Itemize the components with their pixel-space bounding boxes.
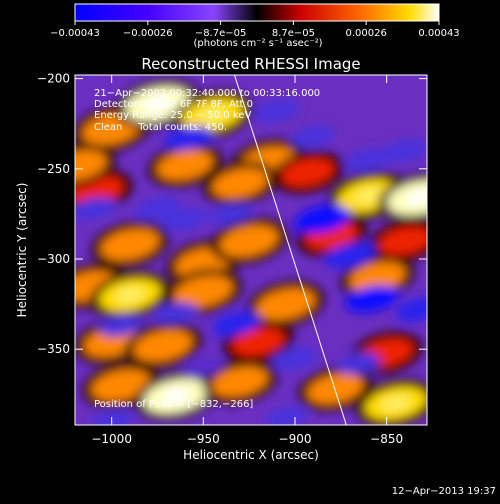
heatmap-negative-blob	[99, 314, 143, 337]
solar-limb-line	[234, 75, 347, 425]
observation-info: 21−Apr−2002 00:32:40.000 to 00:33:16.000…	[94, 88, 320, 133]
heatmap-positive-blob	[75, 150, 107, 181]
heatmap-blobs	[75, 79, 427, 425]
heatmap-negative-blob	[345, 148, 392, 172]
heatmap-negative-blob	[291, 125, 336, 148]
colorbar-unit-label: (photons cm⁻² s⁻¹ asec⁻²)	[193, 38, 322, 49]
y-tick-label: −350	[37, 342, 70, 356]
axis-ticks: −1000 −950 −900 −850 −350 −300 −250 −200	[37, 72, 427, 446]
y-tick-label: −300	[37, 252, 70, 266]
plot-frame	[74, 74, 428, 426]
heatmap-peak-core	[161, 388, 191, 405]
info-line-time: 21−Apr−2002 00:32:40.000 to 00:33:16.000	[94, 88, 320, 99]
colorbar-tick-label: 0.00043	[418, 28, 459, 39]
heatmap-positive-blob	[156, 150, 214, 181]
heatmap-negative-blob	[212, 311, 261, 337]
heatmap-negative-blob	[395, 297, 427, 322]
x-tick-label: −900	[279, 432, 312, 446]
info-line-clean: Clean Total counts: 450.	[94, 122, 227, 133]
heatmap-negative-blob	[345, 285, 399, 313]
heatmap-negative-blob	[264, 406, 308, 425]
heatmap-positive-blob	[307, 373, 364, 405]
heatmap-positive-blob	[133, 329, 193, 362]
heatmap-positive-blob	[378, 226, 427, 256]
heatmap-negative-blob	[382, 139, 427, 163]
colorbar-gradient	[74, 3, 440, 22]
heatmap-positive-blob	[100, 228, 160, 261]
timestamp: 12−Apr−2013 19:37	[392, 486, 496, 497]
heatmap-negative-blob	[164, 125, 213, 151]
colorbar-tick-label: −8.7e−05	[195, 28, 247, 39]
y-axis-label: Heliocentric Y (arcsec)	[15, 183, 29, 318]
heatmap-peak-core	[354, 188, 383, 204]
heatmap-negative-blob	[182, 356, 224, 378]
y-tick-label: −250	[37, 162, 70, 176]
info-line-energy: Energy Range: 25.0 − 50.0 keV	[94, 110, 251, 121]
heatmap-negative-blob	[162, 207, 208, 231]
colorbar-tick-label: −0.00026	[123, 28, 173, 39]
heatmap-negative-blob	[294, 205, 351, 234]
heatmap-peak-core	[381, 395, 410, 411]
info-line-detectors: Detectors: 4F 5F 6F 7F 8F, Att 0	[94, 99, 253, 110]
heatmap-positive-blob	[349, 261, 406, 293]
heatmap-negative-blob	[324, 242, 376, 269]
heatmap-positive-blob	[231, 327, 285, 357]
y-tick-label: −200	[37, 72, 70, 86]
heatmap-peak-core	[198, 107, 227, 123]
colorbar-tick-label: −0.00043	[50, 28, 100, 39]
x-axis-label: Heliocentric X (arcsec)	[183, 448, 319, 462]
heatmap-negative-blob	[154, 302, 198, 325]
heatmap-positive-blob	[173, 275, 233, 308]
heatmap-peak-core	[116, 287, 144, 303]
heatmap-peak-core	[142, 95, 173, 112]
x-tick-label: −1000	[91, 432, 132, 446]
heatmap-positive-blob	[219, 225, 279, 257]
heatmap-positive-blob	[211, 168, 269, 199]
heatmap-positive-blob	[91, 369, 151, 402]
heatmap-negative-blob	[75, 196, 117, 221]
colorbar-tick-label: 0.00026	[346, 28, 387, 39]
plot-area: −1000 −950 −900 −850 −350 −300 −250 −200	[37, 72, 428, 446]
heatmap-positive-blob	[256, 288, 316, 321]
colorbar-ticks: −0.00043 −0.00026 −8.7e−05 8.7e−05 0.00026 0.…	[50, 21, 460, 39]
x-tick-label: −950	[187, 432, 220, 446]
heatmap-negative-blob	[253, 99, 300, 123]
peak-position-label: Position of Peak = [−832,−266]	[94, 399, 253, 410]
heatmap-negative-blob	[272, 346, 318, 370]
heatmap-negative-blob	[209, 202, 253, 225]
heatmap-positive-blob	[211, 366, 269, 397]
heatmap-positive-blob	[281, 158, 335, 187]
heatmap-negative-blob	[337, 352, 381, 375]
colorbar-tick-label: 8.7e−05	[272, 28, 315, 39]
x-tick-label: −850	[370, 432, 403, 446]
colorbar: −0.00043 −0.00026 −8.7e−05 8.7e−05 0.00026 0.…	[50, 3, 460, 49]
chart-title: Reconstructed RHESSI Image	[141, 55, 360, 73]
